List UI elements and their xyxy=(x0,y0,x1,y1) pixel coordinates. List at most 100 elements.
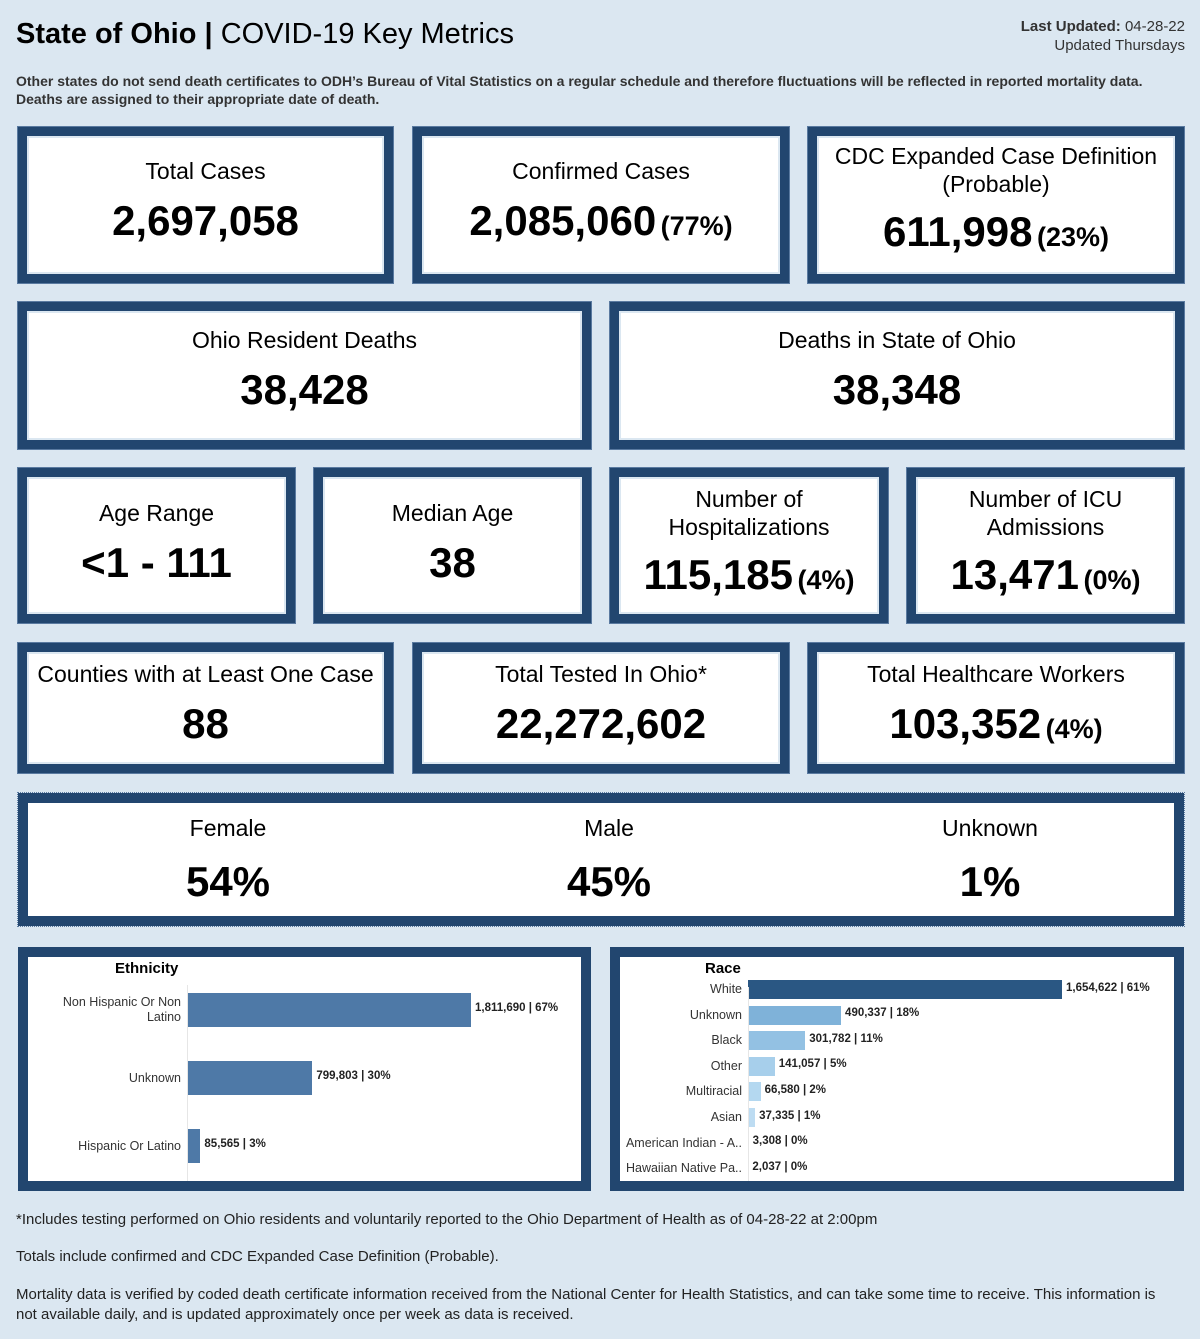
bar-value-label: 66,580 | 2% xyxy=(764,1083,827,1096)
gender-label: Female xyxy=(189,815,267,841)
bar[interactable] xyxy=(187,1129,201,1163)
state-deaths-card: Deaths in State of Ohio 38,348 xyxy=(610,302,1184,449)
bar[interactable] xyxy=(187,1061,313,1095)
totals-footnote: Totals include confirmed and CDC Expande… xyxy=(16,1248,499,1265)
card-label: Counties with at Least One Case xyxy=(37,661,374,687)
bar-category-label: American Indian - A.. xyxy=(625,1135,742,1150)
gender-female: Female 54% xyxy=(38,803,418,906)
axis-line xyxy=(748,987,749,1181)
bar[interactable] xyxy=(748,980,1062,999)
last-updated-value: 04-28-22 xyxy=(1120,18,1185,35)
card-value: 22,272,602 xyxy=(495,700,707,747)
card-value: 2,085,060 xyxy=(469,197,657,244)
card-value: 38 xyxy=(429,539,476,586)
axis-line xyxy=(187,985,188,1181)
card-value: 103,352 xyxy=(889,700,1042,747)
bar[interactable] xyxy=(748,1056,775,1076)
card-label: Total Cases xyxy=(145,158,266,184)
icu-card: Number of ICU Admissions 13,471 (0%) xyxy=(907,468,1184,623)
bar-category-label: Black xyxy=(711,1033,742,1048)
gender-value: 54% xyxy=(185,858,271,905)
card-label: Age Range xyxy=(98,500,215,526)
bar-category-label: Multiracial xyxy=(685,1084,742,1099)
bar-value-label: 141,057 | 5% xyxy=(778,1058,847,1071)
card-value: 2,697,058 xyxy=(112,197,299,244)
gender-panel: Female 54% Male 45% Unknown 1% xyxy=(17,792,1185,927)
healthcare-workers-card: Total Healthcare Workers 103,352 (4%) xyxy=(808,643,1184,773)
bar-value-label: 1,811,690 | 67% xyxy=(475,1002,559,1014)
card-value: 611,998 xyxy=(883,208,1033,255)
bar-category-label: Unknown xyxy=(128,1070,181,1085)
bar[interactable] xyxy=(748,1082,761,1102)
total-cases-card: Total Cases 2,697,058 xyxy=(18,127,393,283)
card-percent: (23%) xyxy=(1036,222,1109,252)
card-label: Confirmed Cases xyxy=(512,158,690,184)
bar-category-label: Unknown xyxy=(689,1007,742,1022)
card-label: Total Healthcare Workers xyxy=(867,661,1125,687)
card-label: Number of Hospitalizations xyxy=(668,486,830,540)
gender-value: 1% xyxy=(959,858,1021,905)
median-age-card: Median Age 38 xyxy=(314,468,591,623)
mortality-footnote: Mortality data is verified by coded deat… xyxy=(16,1286,1156,1323)
card-label: Ohio Resident Deaths xyxy=(191,327,417,353)
card-value: <1 - 111 xyxy=(81,539,232,586)
bar[interactable] xyxy=(748,1031,806,1051)
bar-value-label: 37,335 | 1% xyxy=(759,1109,821,1122)
bar-category-label: Other xyxy=(710,1058,742,1073)
probable-cases-card: CDC Expanded Case Definition (Probable) … xyxy=(808,127,1184,283)
card-percent: (4%) xyxy=(1045,714,1103,744)
gender-unknown: Unknown 1% xyxy=(800,803,1180,906)
race-chart: Race White 1,654,622 | 61% Unknown 490,337 … xyxy=(610,947,1184,1191)
bar-value-label: 301,782 | 11% xyxy=(809,1032,883,1045)
card-percent: (4%) xyxy=(797,565,855,595)
bar-value-label: 2,037 | 0% xyxy=(752,1160,808,1173)
bar[interactable] xyxy=(748,1108,756,1127)
card-percent: (77%) xyxy=(660,211,733,241)
ethnicity-chart: Ethnicity Non Hispanic Or Non Latino 1,81… xyxy=(18,947,591,1191)
gender-label: Male xyxy=(584,815,634,841)
card-label: Deaths in State of Ohio xyxy=(778,327,1016,353)
resident-deaths-card: Ohio Resident Deaths 38,428 xyxy=(18,302,591,449)
chart-title: Ethnicity xyxy=(115,960,179,977)
last-updated: Last Updated: 04-28-22 Updated Thursdays xyxy=(1021,17,1185,55)
bar-category-label: Hispanic Or Latino xyxy=(78,1138,181,1153)
testing-footnote: *Includes testing performed on Ohio resi… xyxy=(16,1211,878,1228)
counties-card: Counties with at Least One Case 88 xyxy=(18,643,393,773)
card-value: 88 xyxy=(182,700,229,747)
page-title: State of Ohio | COVID-19 Key Metrics xyxy=(16,18,514,51)
last-updated-label: Last Updated: xyxy=(1020,18,1121,35)
total-tested-card: Total Tested In Ohio* 22,272,602 xyxy=(413,643,789,773)
bar-value-label: 799,803 | 30% xyxy=(316,1070,391,1082)
card-percent: (0%) xyxy=(1083,565,1141,595)
card-value: 13,471 xyxy=(950,551,1079,598)
bar-value-label: 3,308 | 0% xyxy=(752,1135,808,1148)
card-label: Number of ICU Admissions xyxy=(968,486,1123,540)
card-label: Total Tested In Ohio* xyxy=(495,661,707,687)
card-label: Median Age xyxy=(391,500,514,526)
bar-category-label: Non Hispanic Or Non Latino xyxy=(62,995,181,1024)
card-value: 38,348 xyxy=(832,366,962,413)
update-schedule: Updated Thursdays xyxy=(1054,37,1185,54)
bar-category-label: White xyxy=(710,982,742,996)
hospitalizations-card: Number of Hospitalizations 115,185 (4%) xyxy=(610,468,888,623)
bar-value-label: 85,565 | 3% xyxy=(204,1138,266,1150)
bar-category-label: Hawaiian Native Pa.. xyxy=(625,1161,742,1176)
bar-category-label: Asian xyxy=(710,1110,742,1124)
card-value: 115,185 xyxy=(643,551,794,598)
card-value: 38,428 xyxy=(240,366,369,413)
title-rest: COVID-19 Key Metrics xyxy=(220,18,514,50)
bar-value-label: 1,654,622 | 61% xyxy=(1066,981,1150,994)
mortality-disclaimer: Other states do not send death certifica… xyxy=(16,73,1143,107)
title-separator: | xyxy=(196,18,221,50)
bar-value-label: 490,337 | 18% xyxy=(845,1007,920,1020)
gender-label: Unknown xyxy=(942,815,1038,841)
title-state: State of Ohio xyxy=(16,18,197,50)
chart-title: Race xyxy=(705,960,741,977)
gender-value: 45% xyxy=(566,858,652,905)
confirmed-cases-card: Confirmed Cases 2,085,060 (77%) xyxy=(413,127,789,283)
gender-male: Male 45% xyxy=(419,803,799,906)
card-label: CDC Expanded Case Definition (Probable) xyxy=(834,143,1158,197)
bar[interactable] xyxy=(187,993,471,1027)
bar[interactable] xyxy=(748,1005,842,1025)
age-range-card: Age Range <1 - 111 xyxy=(18,468,295,623)
